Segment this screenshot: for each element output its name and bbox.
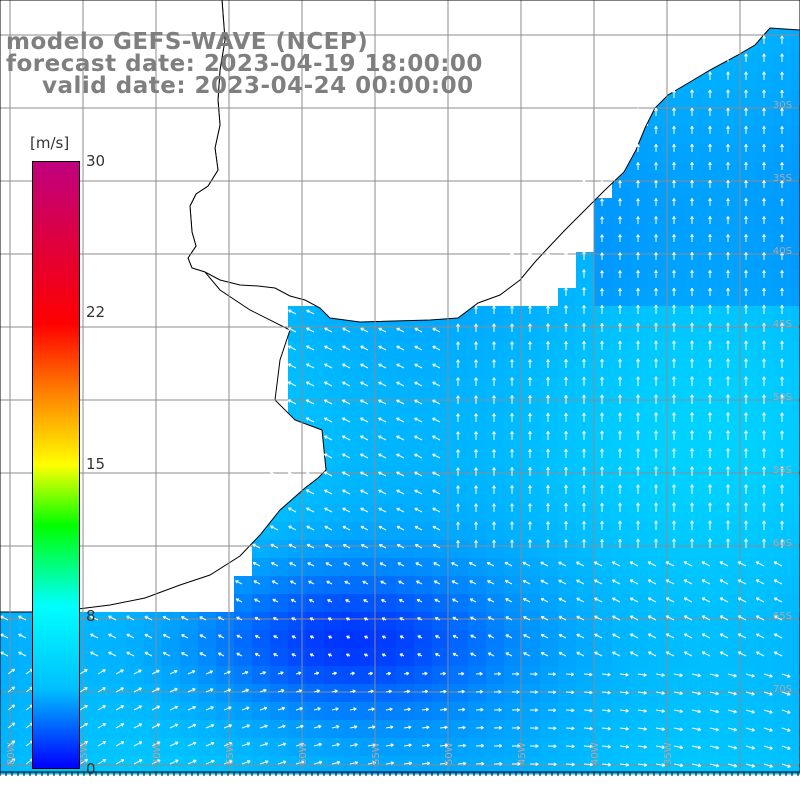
title-model: modelo GEFS-WAVE (NCEP) xyxy=(6,29,369,55)
lat-label: 40S xyxy=(773,246,792,257)
title-forecast-date: forecast date: 2023-04-19 18:00:00 xyxy=(6,51,483,77)
wind-speed-field xyxy=(0,0,800,775)
lon-label: 55W xyxy=(371,742,382,765)
lon-label: 75W xyxy=(79,742,90,765)
lon-label: 60W xyxy=(298,742,309,765)
colorbar-tick-30: 30 xyxy=(86,152,106,170)
wind-arrows xyxy=(0,0,791,768)
lon-label: 65W xyxy=(225,742,236,765)
colorbar-tick-0: 0 xyxy=(86,760,96,778)
lon-label: 50W xyxy=(444,742,455,765)
longitude-labels: 80W 75W 70W 65W 60W 55W 50W 45W 40W 35W xyxy=(0,742,799,776)
lat-label: 30S xyxy=(773,100,792,111)
colorbar xyxy=(32,161,80,769)
lat-label: 60S xyxy=(773,538,792,549)
lon-label: 35W xyxy=(663,742,674,765)
lon-label: 40W xyxy=(590,742,601,765)
colorbar-units: [m/s] xyxy=(30,134,70,152)
lat-label: 35S xyxy=(773,173,792,184)
lon-label: 80W xyxy=(6,742,17,765)
lon-label: 70W xyxy=(152,742,163,765)
lon-label: 45W xyxy=(517,742,528,765)
latitude-labels: 30S 35S 40S 45S 50S 55S 60S 65S 70S xyxy=(773,100,792,695)
lat-label: 50S xyxy=(773,392,792,403)
lat-lon-grid xyxy=(0,0,800,772)
colorbar-tick-8: 8 xyxy=(86,607,96,625)
title-valid-date: valid date: 2023-04-24 00:00:00 xyxy=(42,73,474,99)
lat-label: 55S xyxy=(773,465,792,476)
lat-label: 45S xyxy=(773,319,792,330)
lat-label: 70S xyxy=(773,684,792,695)
colorbar-tick-15: 15 xyxy=(86,455,106,473)
lat-label: 65S xyxy=(773,611,792,622)
map-frame xyxy=(0,0,800,773)
colorbar-tick-22: 22 xyxy=(86,303,106,321)
